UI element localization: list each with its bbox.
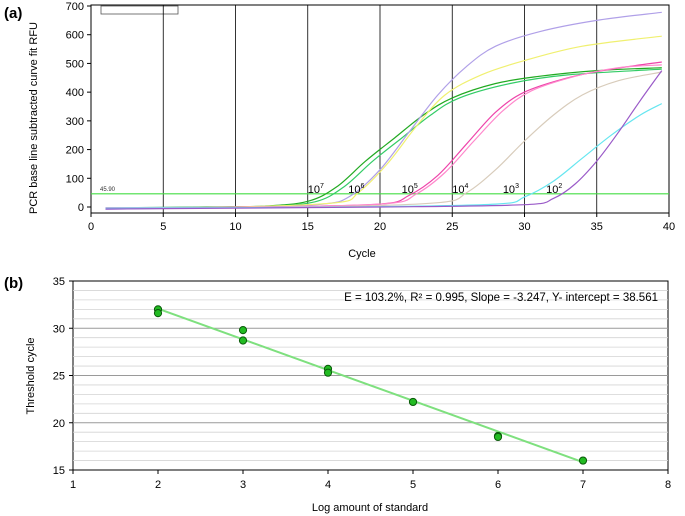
y-tick-label: 15 xyxy=(53,465,65,477)
data-point xyxy=(238,326,248,335)
y-tick-label: 0 xyxy=(78,202,84,214)
x-tick-label: 20 xyxy=(374,221,386,233)
x-tick-label: 3 xyxy=(240,479,246,491)
panel-a-grid xyxy=(162,5,598,213)
panel-a-y-ticks: 0 100 200 300 400 500 600 700 xyxy=(66,1,91,214)
panel-a-y-axis-title: PCR base line subtracted curve fit RFU xyxy=(28,22,40,214)
y-tick-label: 600 xyxy=(66,30,84,42)
y-tick-label: 500 xyxy=(66,58,84,70)
x-tick-label: 5 xyxy=(160,221,166,233)
panel-a-chart: 45.90 107 106 105 104 103 102 0 5 10 15 20 25 30 35 4… xyxy=(28,1,675,260)
data-point xyxy=(238,336,248,345)
data-point xyxy=(578,456,588,465)
x-tick-label: 15 xyxy=(302,221,314,233)
x-tick-label: 30 xyxy=(518,221,530,233)
y-tick-label: 30 xyxy=(53,323,65,335)
standard-points xyxy=(153,305,588,465)
x-tick-label: 0 xyxy=(88,221,94,233)
dilution-label: 103 xyxy=(503,183,519,196)
x-tick-label: 35 xyxy=(591,221,603,233)
panel-a-label: (a) xyxy=(4,5,22,22)
data-point xyxy=(153,309,163,318)
data-point xyxy=(493,432,503,442)
regression-stats: E = 103.2%, R² = 0.995, Slope = -3.247, … xyxy=(344,292,658,304)
panel-b-x-ticks: 1 2 3 4 5 6 7 8 xyxy=(70,470,671,491)
panel-b-grid xyxy=(73,290,668,461)
amplification-curves xyxy=(105,11,663,210)
panel-b-chart: 1 2 3 4 5 6 7 8 15 20 25 30 35 E = 103.2%, R² = 0.9… xyxy=(25,276,671,514)
x-tick-label: 4 xyxy=(325,479,331,491)
y-tick-label: 200 xyxy=(66,145,84,157)
y-tick-label: 300 xyxy=(66,116,84,128)
x-tick-label: 1 xyxy=(70,479,76,491)
y-tick-label: 35 xyxy=(53,276,65,288)
amplification-curve xyxy=(105,70,663,210)
dilution-label: 102 xyxy=(546,183,562,196)
legend-box xyxy=(100,5,179,15)
y-tick-label: 20 xyxy=(53,418,65,430)
fit-line xyxy=(157,307,584,464)
threshold-label: 45.90 xyxy=(100,187,116,193)
y-tick-label: 700 xyxy=(66,1,84,13)
y-tick-label: 25 xyxy=(53,371,65,383)
panel-a-x-axis-title: Cycle xyxy=(348,248,376,260)
panel-b-x-axis-title: Log amount of standard xyxy=(312,502,428,514)
dilution-labels: 107 106 105 104 103 102 xyxy=(308,183,563,196)
x-tick-label: 10 xyxy=(229,221,241,233)
y-tick-label: 100 xyxy=(66,173,84,185)
x-tick-label: 5 xyxy=(410,479,416,491)
amplification-curve xyxy=(105,35,662,209)
threshold-line: 45.90 xyxy=(91,187,669,195)
y-tick-label: 400 xyxy=(66,87,84,99)
x-tick-label: 40 xyxy=(663,221,675,233)
x-tick-label: 7 xyxy=(580,479,586,491)
panel-b-y-axis-title: Threshold cycle xyxy=(25,337,37,414)
x-tick-label: 8 xyxy=(665,479,671,491)
data-point xyxy=(408,397,418,407)
dilution-label: 107 xyxy=(308,183,324,196)
regression-line xyxy=(157,307,584,464)
dilution-label: 104 xyxy=(452,183,468,196)
x-tick-label: 25 xyxy=(446,221,458,233)
x-tick-label: 6 xyxy=(495,479,501,491)
panel-b-label: (b) xyxy=(4,275,23,292)
panel-a-x-ticks: 0 5 10 15 20 25 30 35 40 xyxy=(88,213,675,233)
panel-b-y-ticks: 15 20 25 30 35 xyxy=(53,276,73,477)
dilution-label: 106 xyxy=(348,183,364,196)
x-tick-label: 2 xyxy=(155,479,161,491)
dilution-label: 105 xyxy=(402,183,418,196)
data-point xyxy=(323,368,333,377)
